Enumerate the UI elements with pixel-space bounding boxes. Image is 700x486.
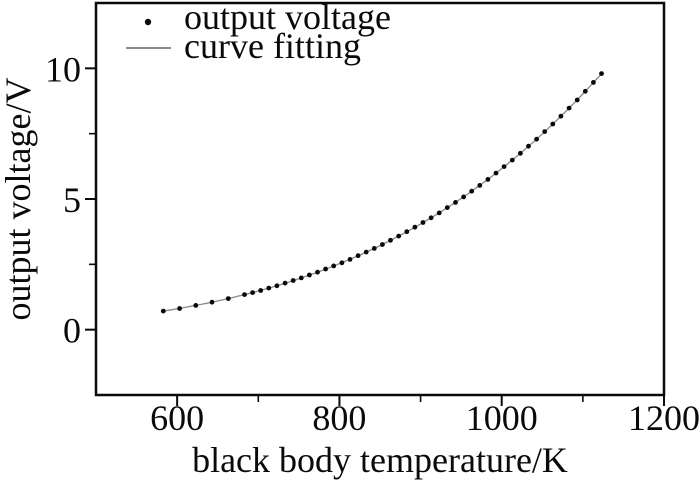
data-point [534, 136, 539, 142]
data-point [469, 188, 475, 194]
data-point [388, 237, 393, 243]
data-point [542, 129, 548, 135]
data-point [526, 143, 531, 149]
data-point [160, 308, 166, 314]
legend-point-marker-icon [144, 18, 152, 26]
fit-curve [161, 71, 604, 312]
data-point [518, 150, 523, 156]
data-point [550, 121, 556, 127]
axis-ticks: 600 800 1000 1200 0 5 10 [45, 49, 700, 438]
data-point [582, 88, 588, 94]
data-point [371, 246, 377, 251]
data-point [509, 157, 515, 163]
data-point [339, 260, 345, 266]
data-point [307, 272, 312, 278]
y-tick-label: 10 [45, 49, 81, 89]
data-point [493, 170, 499, 176]
data-point [599, 71, 604, 76]
data-point [574, 97, 580, 103]
data-point [566, 105, 572, 111]
data-point [420, 220, 426, 225]
data-point [461, 194, 466, 200]
data-point [290, 278, 296, 283]
x-tick-label: 1000 [466, 398, 538, 438]
legend: output voltage curve fitting [126, 0, 391, 66]
data-point [242, 292, 247, 297]
x-tick-label: 800 [312, 398, 366, 438]
data-point [258, 288, 264, 293]
data-point [347, 257, 353, 262]
plot-frame [94, 1, 666, 397]
data-point [250, 290, 256, 295]
data-point [282, 280, 288, 286]
data-point [177, 306, 183, 311]
data-point [209, 299, 215, 305]
legend-label-output-voltage: output voltage [184, 0, 391, 37]
data-point [396, 233, 402, 239]
legend-label-curve-fitting: curve fitting [184, 26, 361, 66]
fit-curve-line [161, 71, 604, 312]
data-point [558, 113, 564, 119]
data-point [331, 263, 337, 269]
data-point [225, 296, 231, 301]
data-point [477, 183, 483, 188]
y-axis-title: output voltage/V [0, 78, 38, 321]
data-point [355, 253, 361, 259]
data-point [298, 275, 304, 281]
x-tick-label: 600 [150, 398, 204, 438]
data-point [380, 242, 385, 247]
data-point [193, 303, 199, 308]
data-point [428, 215, 434, 221]
data-point [363, 249, 369, 255]
data-point [501, 164, 507, 170]
scatter-points [160, 71, 604, 314]
data-point [274, 283, 280, 289]
y-tick-label: 5 [63, 180, 81, 220]
data-point [453, 200, 458, 205]
data-point [436, 210, 442, 216]
data-point [444, 205, 450, 211]
data-point [412, 224, 418, 230]
data-point [485, 177, 491, 182]
x-tick-label: 1200 [628, 398, 700, 438]
data-point [323, 266, 328, 272]
data-point [404, 229, 410, 235]
data-point [591, 80, 596, 85]
data-point [315, 269, 320, 275]
y-tick-label: 0 [63, 311, 81, 351]
x-axis-title: black body temperature/K [192, 440, 568, 480]
data-point [266, 285, 272, 291]
